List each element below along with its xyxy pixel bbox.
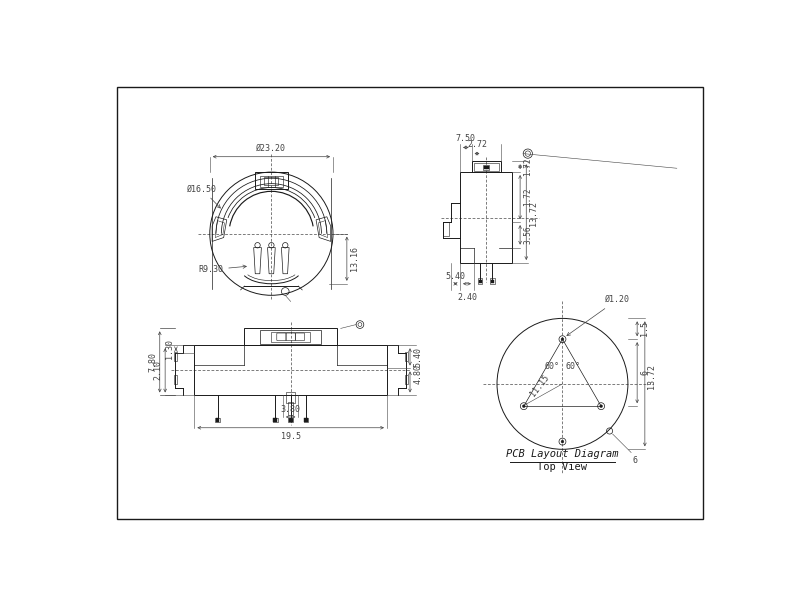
Text: 2.10: 2.10 [154,361,163,380]
Text: 60°: 60° [566,362,581,371]
Bar [289,418,293,422]
Text: R9.30: R9.30 [198,265,246,274]
Text: 13.72: 13.72 [529,201,538,226]
Bar [255,172,287,189]
Bar [274,418,277,422]
Bar [304,418,308,422]
Circle shape [561,440,564,443]
Text: 3.80: 3.80 [281,405,301,414]
Text: 11.15: 11.15 [528,373,550,398]
Bar [245,328,337,346]
Text: 13.16: 13.16 [350,246,359,271]
Bar [286,392,295,403]
Bar [260,176,283,187]
Bar [491,280,494,283]
Bar [288,418,293,422]
Bar [288,403,293,415]
Bar [483,165,490,170]
Circle shape [561,338,564,341]
Text: 3.56: 3.56 [523,226,532,244]
Text: 7.50: 7.50 [456,134,476,143]
Bar [271,332,310,341]
Bar [490,278,494,284]
Bar [265,178,278,185]
Text: 2.40: 2.40 [457,293,477,302]
Bar [472,161,501,172]
Text: PCB Layout Diagram: PCB Layout Diagram [506,449,618,458]
Text: 19.5: 19.5 [281,431,301,440]
Text: 5.40: 5.40 [413,347,422,367]
Bar [405,374,408,384]
Bar [215,418,219,422]
Bar [194,346,387,395]
Text: 13.72: 13.72 [647,364,656,389]
Bar [478,278,482,284]
Bar [484,166,489,169]
Text: 60°: 60° [544,362,559,371]
Text: 1.5: 1.5 [640,321,650,336]
Bar [273,418,278,422]
Text: 6: 6 [640,370,650,375]
Bar [405,352,408,361]
Text: Ø1.20: Ø1.20 [567,295,630,335]
Bar [174,374,177,384]
Bar [474,163,498,170]
Text: 6: 6 [633,455,638,464]
Text: 1.72: 1.72 [523,188,532,206]
Bar [478,280,482,283]
Text: 1.30: 1.30 [166,339,174,359]
Bar [304,418,308,422]
Text: 5.40: 5.40 [446,272,466,281]
Circle shape [600,405,602,407]
Text: 4.80: 4.80 [413,364,422,384]
Text: 2.72: 2.72 [467,140,487,149]
Text: Ø23.20: Ø23.20 [256,144,286,153]
Bar [174,352,177,361]
Text: 1.72: 1.72 [523,157,532,176]
Text: Top View: Top View [538,463,587,472]
Circle shape [522,405,525,407]
Text: Ø16.50: Ø16.50 [186,184,221,208]
Text: 7.80: 7.80 [149,352,158,372]
Bar [460,172,513,263]
Bar [215,418,220,422]
Bar [260,330,322,344]
Bar [443,222,450,236]
